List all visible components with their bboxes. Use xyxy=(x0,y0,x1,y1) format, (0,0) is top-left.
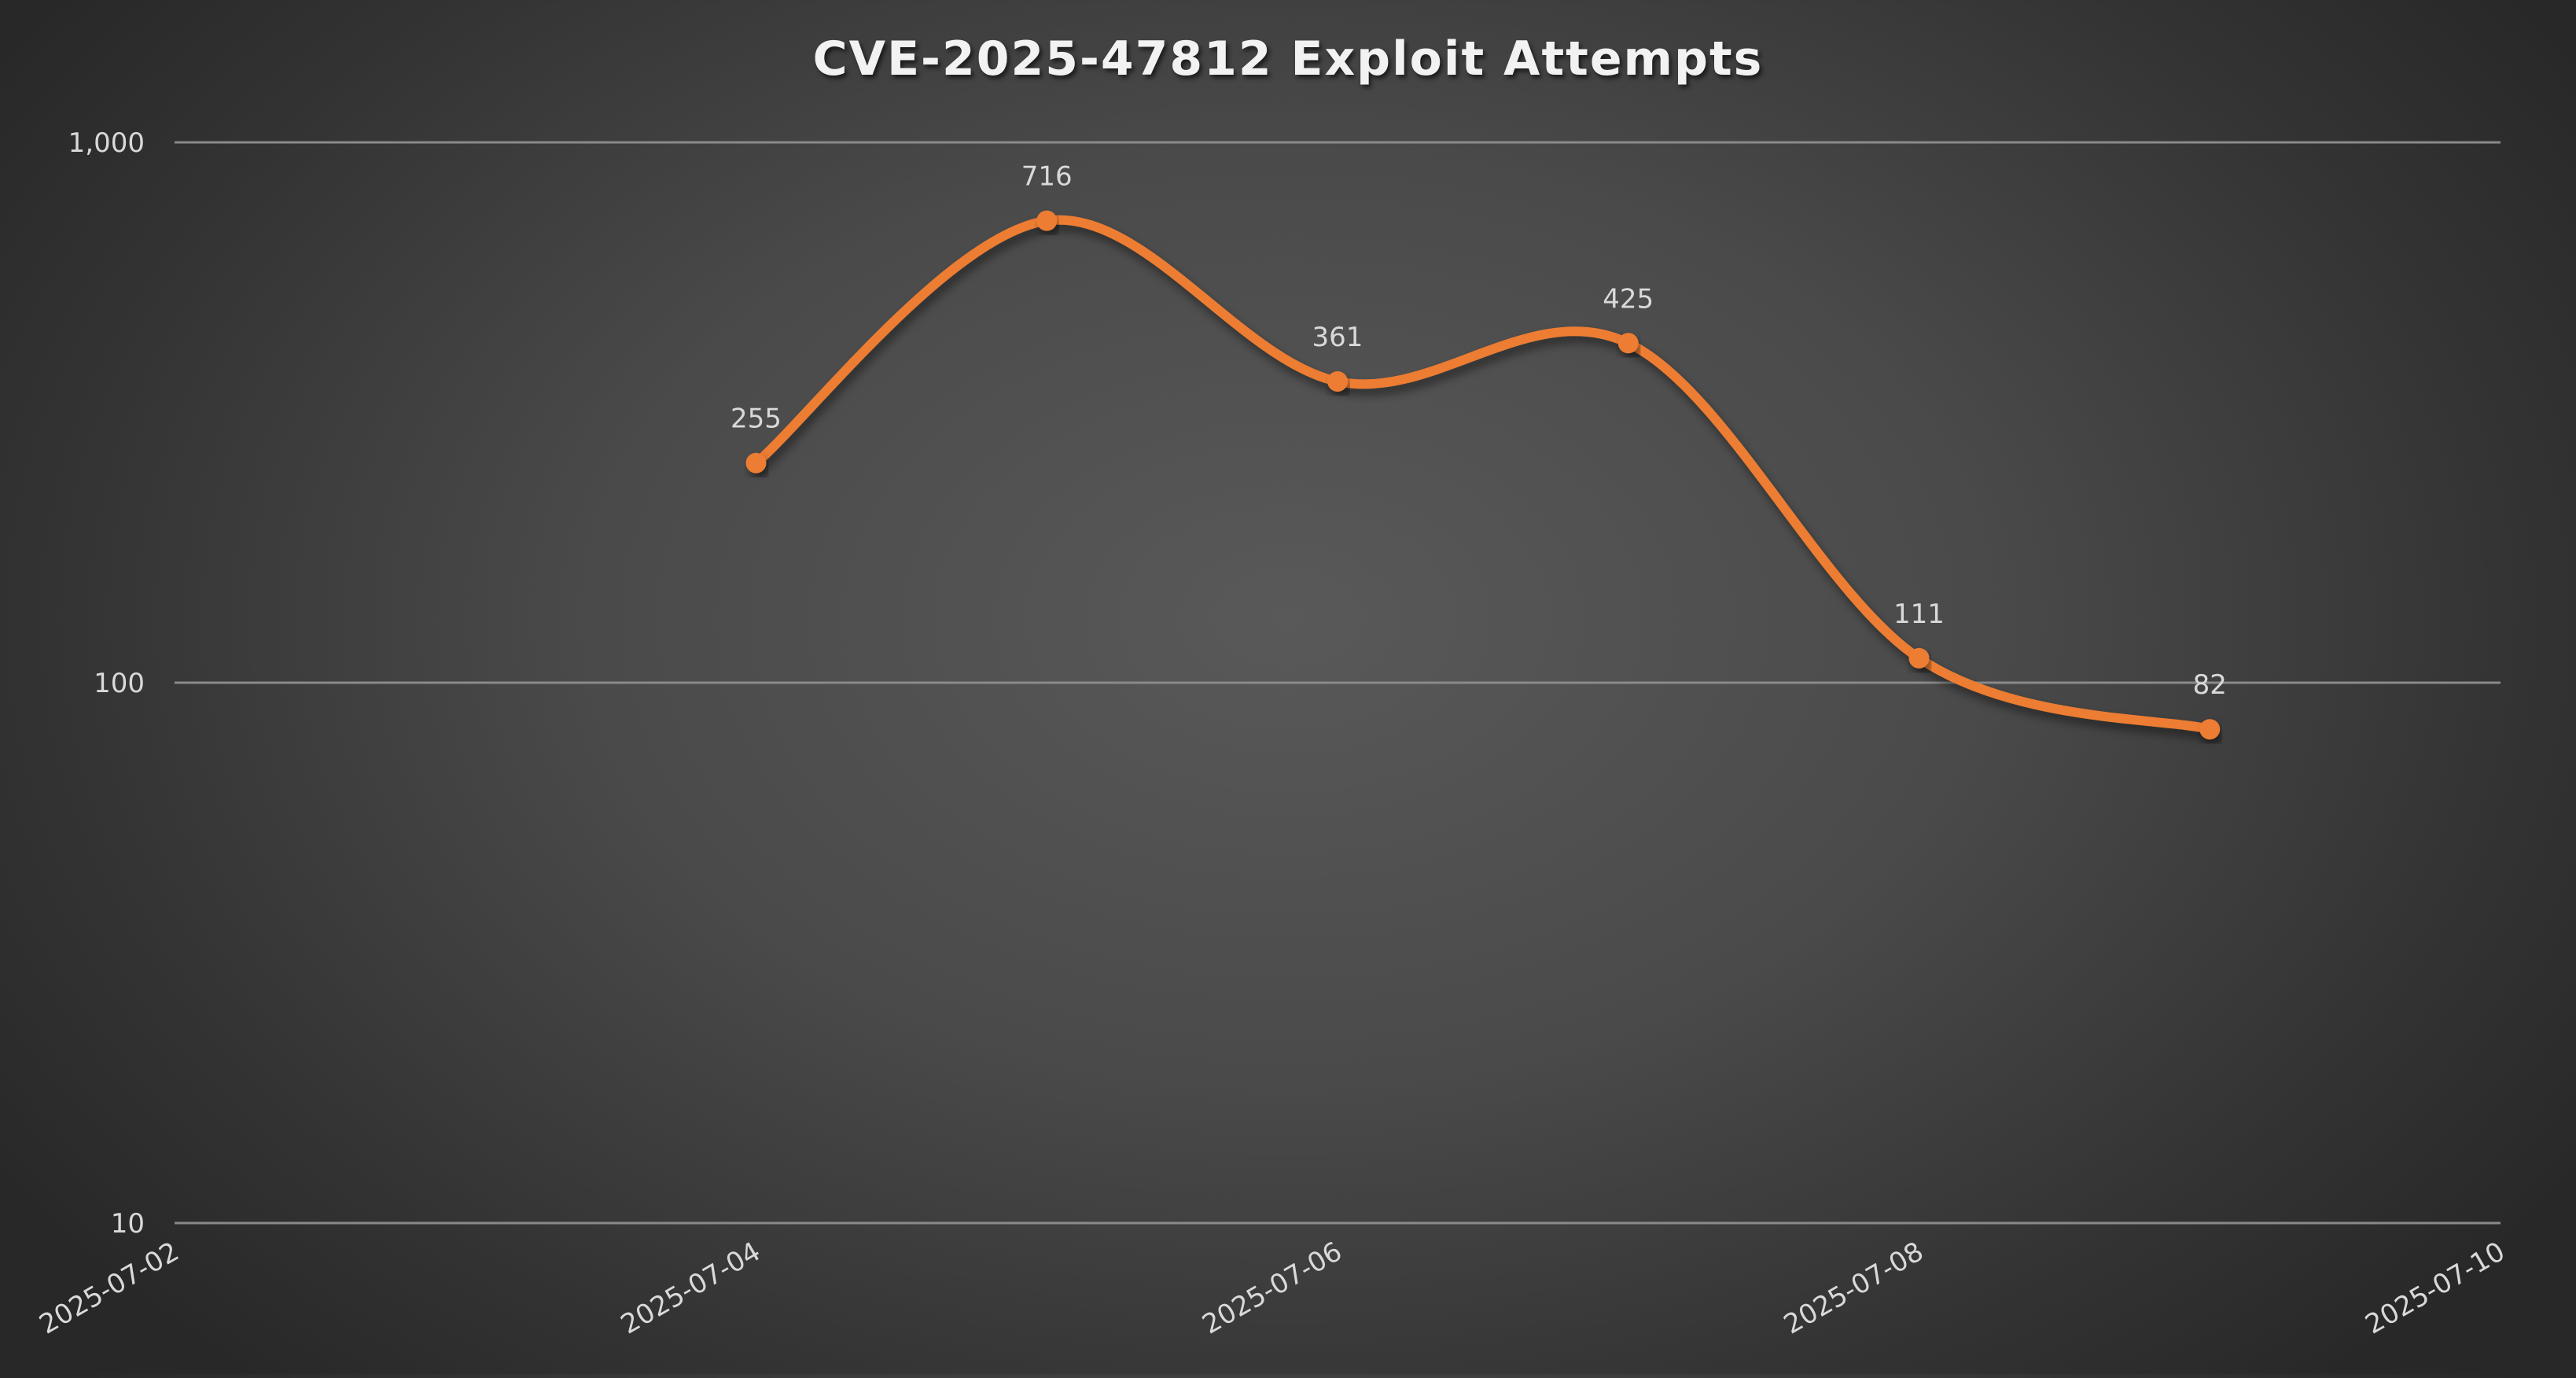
data-point-marker[interactable] xyxy=(1036,210,1058,231)
x-axis-labels: 2025-07-02 2025-07-04 2025-07-06 2025-07-08… xyxy=(34,1236,2510,1340)
data-label: 361 xyxy=(1312,322,1363,353)
gridlines xyxy=(175,141,2501,1225)
data-label: 716 xyxy=(1021,161,1073,193)
data-point-marker[interactable] xyxy=(1327,370,1348,392)
x-tick-label: 2025-07-10 xyxy=(2360,1236,2510,1340)
y-tick-label: 100 xyxy=(94,668,145,699)
data-point-marker[interactable] xyxy=(2199,719,2221,740)
y-axis-labels: 1,000 100 10 xyxy=(68,127,145,1240)
data-label: 111 xyxy=(1893,599,1945,630)
data-label: 425 xyxy=(1603,283,1654,315)
x-tick-label: 2025-07-04 xyxy=(616,1236,766,1340)
data-point-marker[interactable] xyxy=(745,452,767,473)
x-tick-label: 2025-07-02 xyxy=(34,1236,184,1340)
data-point-marker[interactable] xyxy=(1908,647,1930,669)
chart-title: CVE-2025-47812 Exploit Attempts xyxy=(812,31,1764,87)
data-label: 82 xyxy=(2193,669,2227,701)
data-series xyxy=(745,210,2221,740)
data-label: 255 xyxy=(730,403,782,435)
data-labels: 255 716 361 425 111 82 xyxy=(730,161,2227,702)
series-line xyxy=(751,215,2215,735)
x-tick-label: 2025-07-08 xyxy=(1779,1236,1929,1340)
data-point-marker[interactable] xyxy=(1617,333,1639,354)
x-tick-label: 2025-07-06 xyxy=(1197,1236,1347,1340)
y-tick-label: 10 xyxy=(111,1208,145,1240)
y-tick-label: 1,000 xyxy=(68,127,145,159)
